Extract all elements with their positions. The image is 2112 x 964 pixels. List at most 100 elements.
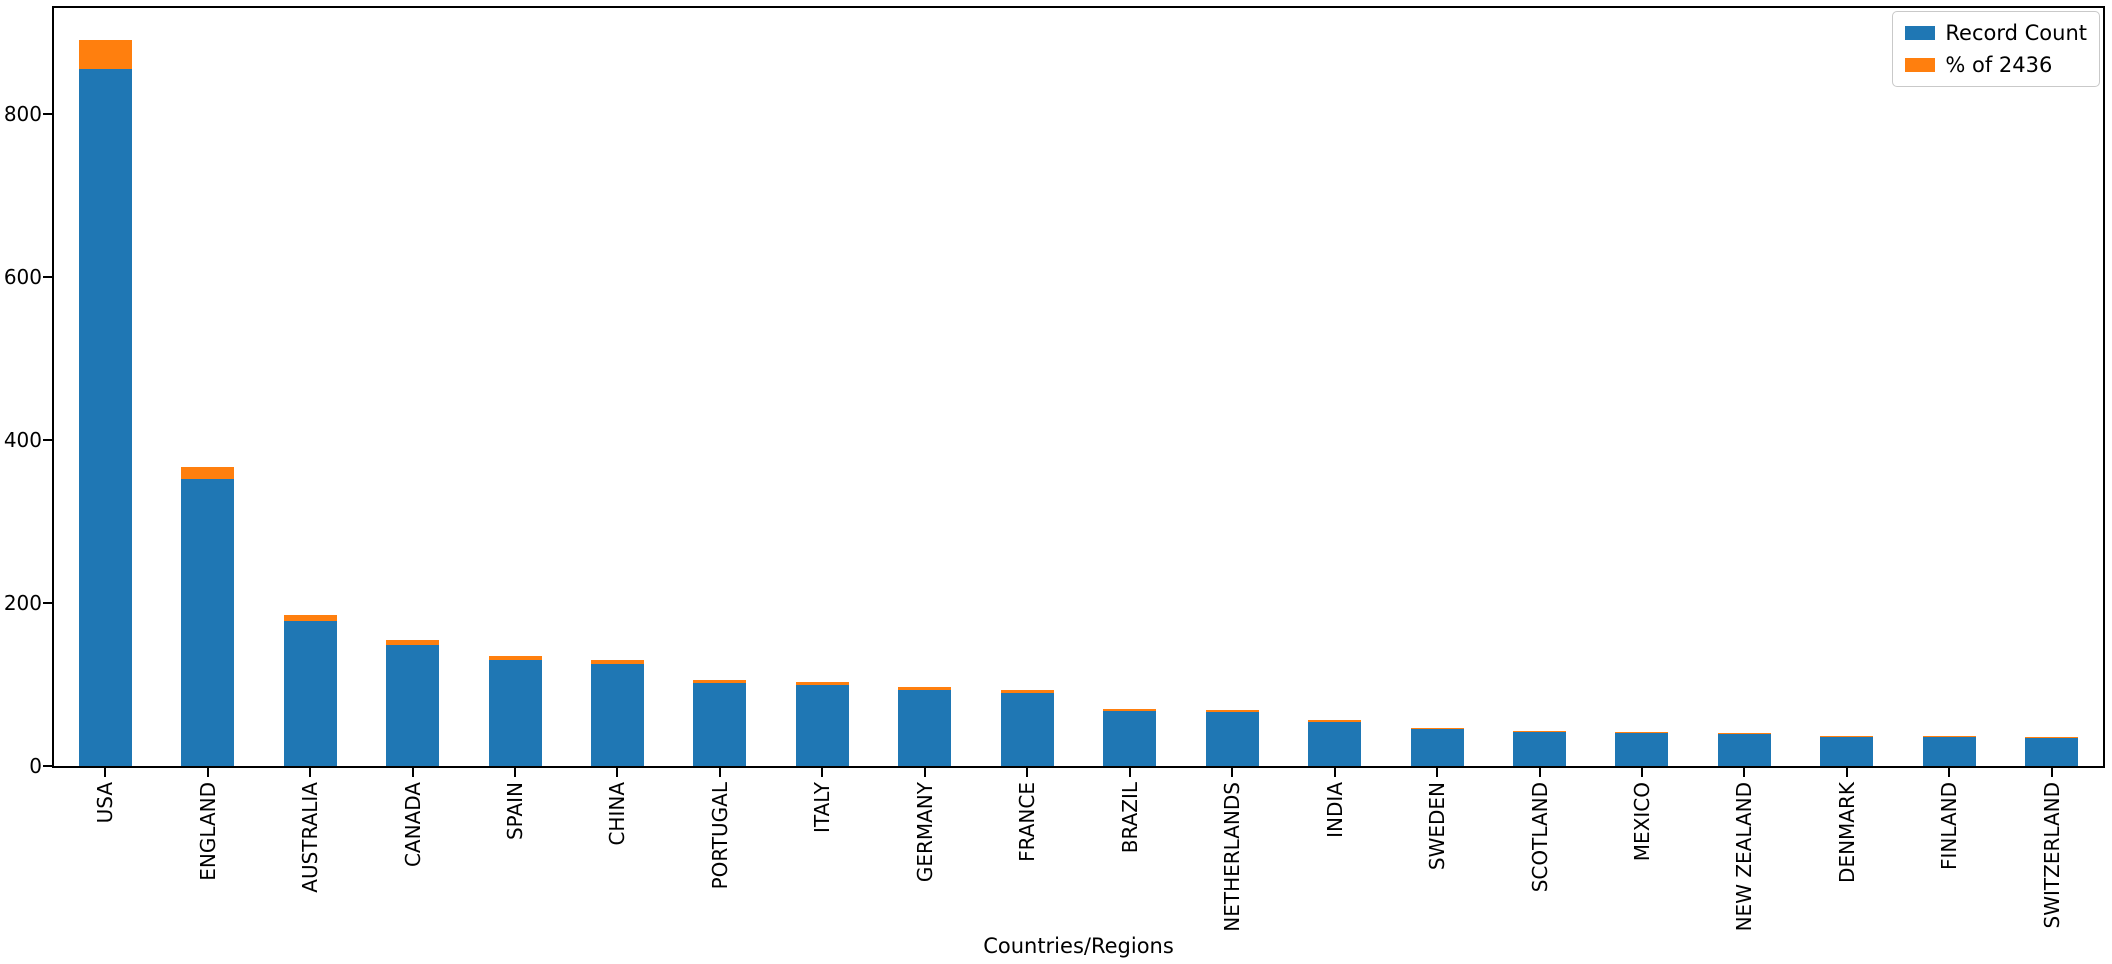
- y-tick-label: 200: [3, 591, 42, 615]
- x-tick-label: FRANCE: [1015, 782, 1039, 862]
- bar-percent: [1001, 690, 1054, 693]
- bar-percent: [591, 660, 644, 664]
- y-tick-label: 600: [3, 265, 42, 289]
- y-tick-mark: [43, 113, 52, 115]
- bar-percent: [1820, 736, 1873, 737]
- bar-record-count: [1820, 737, 1873, 766]
- x-tick-label: NETHERLANDS: [1220, 782, 1244, 932]
- bar-record-count: [1615, 733, 1668, 766]
- x-tick-mark: [104, 768, 106, 777]
- x-tick-label: CANADA: [401, 782, 425, 868]
- legend-item-percent: % of 2436: [1905, 53, 2087, 77]
- x-tick-label: MEXICO: [1630, 782, 1654, 862]
- bar-percent: [796, 682, 849, 685]
- x-tick-label: ENGLAND: [196, 782, 220, 881]
- x-tick-mark: [821, 768, 823, 777]
- bar-record-count: [1718, 734, 1771, 766]
- x-tick-mark: [1334, 768, 1336, 777]
- x-tick-mark: [616, 768, 618, 777]
- bar-percent: [1718, 733, 1771, 734]
- x-tick-mark: [2051, 768, 2053, 777]
- bar-percent: [489, 656, 542, 660]
- x-tick-mark: [1436, 768, 1438, 777]
- y-tick-mark: [43, 439, 52, 441]
- x-tick-label: INDIA: [1323, 782, 1347, 838]
- bar-percent: [693, 680, 746, 683]
- x-axis-title: Countries/Regions: [983, 934, 1174, 958]
- bar-percent: [386, 640, 439, 645]
- y-tick-label: 400: [3, 428, 42, 452]
- x-tick-label: AUSTRALIA: [298, 782, 322, 893]
- bar-record-count: [898, 690, 951, 766]
- x-tick-label: ITALY: [810, 782, 834, 833]
- legend-label-record-count: Record Count: [1945, 21, 2087, 45]
- x-tick-mark: [1026, 768, 1028, 777]
- x-tick-mark: [207, 768, 209, 777]
- x-tick-mark: [514, 768, 516, 777]
- bar-percent: [79, 40, 132, 69]
- bar-record-count: [284, 621, 337, 766]
- x-tick-label: SCOTLAND: [1528, 782, 1552, 893]
- bar-percent: [284, 615, 337, 621]
- x-tick-label: DENMARK: [1835, 782, 1859, 883]
- bar-percent: [1206, 710, 1259, 712]
- bar-record-count: [1308, 722, 1361, 766]
- x-tick-mark: [1948, 768, 1950, 777]
- bar-record-count: [1923, 737, 1976, 766]
- x-tick-mark: [719, 768, 721, 777]
- bar-percent: [1103, 709, 1156, 711]
- bar-record-count: [1513, 732, 1566, 766]
- x-tick-label: USA: [93, 782, 117, 824]
- y-tick-mark: [43, 765, 52, 767]
- bar-record-count: [693, 683, 746, 766]
- legend-item-record-count: Record Count: [1905, 21, 2087, 45]
- legend-swatch-record-count: [1905, 26, 1936, 40]
- x-tick-mark: [1539, 768, 1541, 777]
- bar-percent: [2025, 737, 2078, 738]
- bar-percent: [1615, 732, 1668, 733]
- x-tick-mark: [309, 768, 311, 777]
- x-tick-label: NEW ZEALAND: [1732, 782, 1756, 932]
- x-tick-mark: [924, 768, 926, 777]
- x-tick-mark: [1129, 768, 1131, 777]
- bar-percent: [1923, 736, 1976, 737]
- y-tick-label: 0: [29, 754, 42, 778]
- bar-record-count: [1206, 712, 1259, 766]
- x-tick-label: CHINA: [605, 782, 629, 846]
- bar-record-count: [591, 664, 644, 766]
- x-tick-mark: [412, 768, 414, 777]
- bar-record-count: [1411, 729, 1464, 766]
- bar-record-count: [796, 685, 849, 766]
- y-tick-mark: [43, 602, 52, 604]
- x-tick-mark: [1231, 768, 1233, 777]
- legend-swatch-percent: [1905, 58, 1936, 72]
- x-tick-label: BRAZIL: [1118, 782, 1142, 854]
- y-tick-label: 800: [3, 102, 42, 126]
- y-tick-mark: [43, 276, 52, 278]
- x-tick-mark: [1641, 768, 1643, 777]
- bar-percent: [1411, 728, 1464, 729]
- bar-record-count: [181, 479, 234, 766]
- legend-label-percent: % of 2436: [1945, 53, 2053, 77]
- x-tick-label: SWITZERLAND: [2040, 782, 2064, 929]
- bar-percent: [181, 467, 234, 479]
- bar-percent: [898, 687, 951, 690]
- x-tick-mark: [1743, 768, 1745, 777]
- bar-record-count: [2025, 738, 2078, 766]
- x-tick-label: SWEDEN: [1425, 782, 1449, 871]
- legend: Record Count % of 2436: [1892, 11, 2100, 87]
- x-tick-mark: [1846, 768, 1848, 777]
- x-tick-label: FINLAND: [1937, 782, 1961, 871]
- bar-record-count: [1001, 693, 1054, 766]
- bar-record-count: [386, 645, 439, 766]
- bar-percent: [1513, 731, 1566, 732]
- bar-record-count: [489, 660, 542, 766]
- plot-area: [52, 6, 2105, 768]
- bar-record-count: [1103, 711, 1156, 766]
- x-tick-label: GERMANY: [913, 782, 937, 883]
- bar-record-count: [79, 69, 132, 766]
- x-tick-label: PORTUGAL: [708, 782, 732, 890]
- bar-percent: [1308, 720, 1361, 722]
- x-tick-label: SPAIN: [503, 782, 527, 841]
